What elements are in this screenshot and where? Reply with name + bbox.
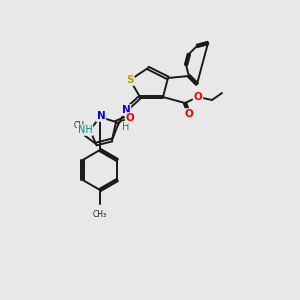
Text: N: N xyxy=(122,105,130,115)
Text: CH₃: CH₃ xyxy=(74,121,88,130)
Text: CH₃: CH₃ xyxy=(93,210,107,219)
Text: S: S xyxy=(126,75,134,85)
Text: O: O xyxy=(194,92,202,102)
Text: NH: NH xyxy=(78,125,92,135)
Text: O: O xyxy=(126,113,134,123)
Text: N: N xyxy=(97,111,105,121)
Text: H: H xyxy=(122,122,130,132)
Text: O: O xyxy=(184,109,194,119)
